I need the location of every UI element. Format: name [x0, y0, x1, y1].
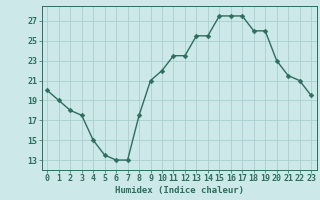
X-axis label: Humidex (Indice chaleur): Humidex (Indice chaleur)	[115, 186, 244, 195]
